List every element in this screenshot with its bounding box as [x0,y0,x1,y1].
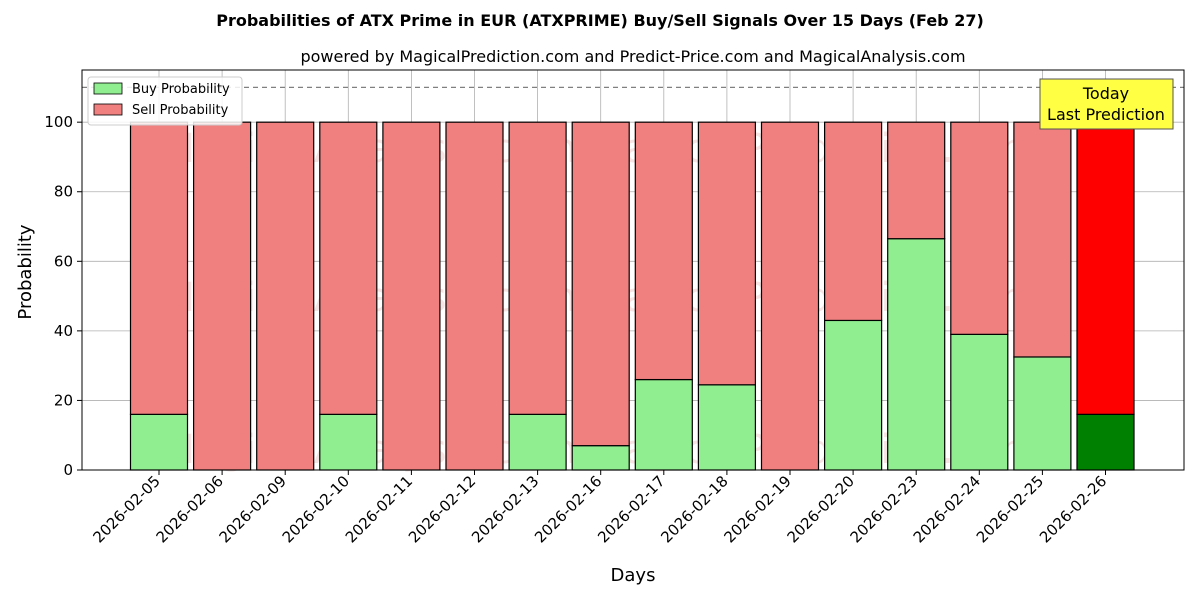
y-tick-label: 0 [63,461,73,479]
bar-buy [634,378,693,471]
today-annotation-line-1: Today [1082,84,1129,103]
bar-buy [508,413,567,471]
today-annotation-line-2: Last Prediction [1047,105,1165,124]
x-tick-label: 2026-02-16 [531,472,605,546]
bar-sell [129,121,189,415]
x-tick-label: 2026-02-11 [342,472,416,546]
bar-buy [129,413,189,471]
chart-title: Probabilities of ATX Prime in EUR (ATXPR… [216,11,984,30]
y-tick-label: 40 [54,322,73,340]
bar-buy [1076,413,1135,471]
bar-buy [950,333,1009,471]
x-tick-label: 2026-02-12 [405,472,479,546]
legend-sell-label: Sell Probability [132,103,229,118]
legend-buy-label: Buy Probability [132,82,230,97]
x-axis-label: Days [611,565,656,586]
legend-box [87,76,243,126]
x-axis: 2026-02-052026-02-062026-02-092026-02-10… [89,470,1110,546]
bar-sell [1013,121,1072,358]
bar-sell [319,121,378,415]
bar-sell [1076,121,1135,415]
x-tick-label: 2026-02-25 [973,472,1047,546]
bar-sell [950,121,1009,335]
x-tick-label: 2026-02-23 [847,472,921,546]
bar-sell [634,121,693,381]
y-axis: 0 20 40 60 80 100 [44,113,82,479]
bar-buy [319,413,378,471]
bar-buy [1013,356,1072,471]
y-axis-label: Probability [15,224,36,319]
x-tick-label: 2026-02-06 [153,472,227,546]
legend-sell-swatch [93,103,123,116]
plot-frame [81,69,1185,471]
x-tick-label: 2026-02-18 [657,472,731,546]
x-tick-label: 2026-02-19 [720,472,794,546]
x-tick-label: 2026-02-24 [910,472,984,546]
x-tick-label: 2026-02-10 [279,472,353,546]
bar-buy [571,445,630,471]
x-tick-label: 2026-02-26 [1036,472,1110,546]
legend: Buy Probability Sell Probability [87,76,243,126]
y-tick-label: 60 [54,252,73,270]
x-tick-label: 2026-02-05 [89,472,163,546]
x-tick-label: 2026-02-17 [594,472,668,546]
bar-buy [823,319,883,471]
y-tick-label: 80 [54,183,73,201]
bar-buy [887,238,946,471]
bar-sell [256,121,315,471]
bar-sell [887,121,946,240]
today-annotation: Today Last Prediction [1039,78,1174,130]
today-annotation-box [1039,78,1174,130]
y-tick-label: 100 [44,113,73,131]
bar-sell [193,121,252,471]
bar-sell [697,121,757,386]
chart-subtitle: powered by MagicalPrediction.com and Pre… [300,47,965,66]
bar-sell [760,121,820,471]
bar-sell [508,121,567,415]
bar-sell [823,121,883,322]
bar-sell [382,121,441,471]
bar-sell [445,121,504,471]
bar-sell [571,121,630,447]
y-tick-label: 20 [54,391,73,409]
x-tick-label: 2026-02-09 [216,472,290,546]
x-tick-label: 2026-02-13 [468,472,542,546]
bar-buy [697,384,757,471]
x-tick-label: 2026-02-20 [784,472,858,546]
bars [129,121,1135,471]
legend-buy-swatch [93,82,123,95]
